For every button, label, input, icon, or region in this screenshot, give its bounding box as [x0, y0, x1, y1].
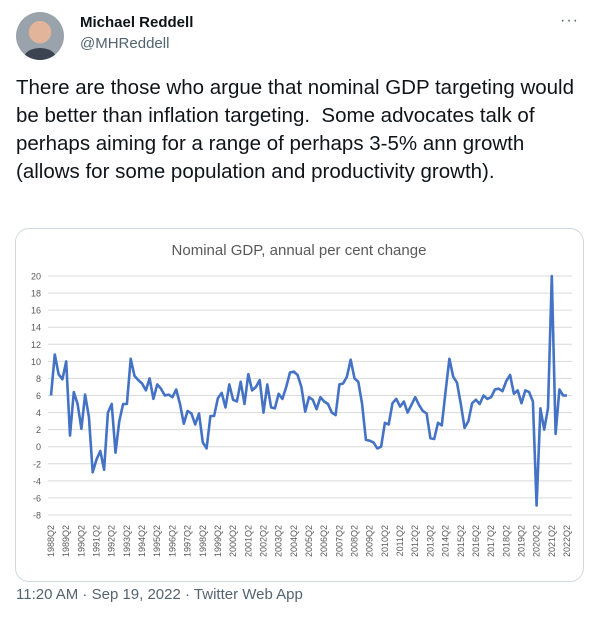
x-tick-label: 2008Q2 — [350, 525, 360, 557]
x-tick-label: 1991Q2 — [92, 525, 102, 557]
tweet-timestamp[interactable]: 11:20 AM · Sep 19, 2022 · Twitter Web Ap… — [16, 586, 303, 603]
x-tick-label: 2003Q2 — [274, 525, 284, 557]
y-tick-label: 0 — [36, 442, 41, 452]
x-tick-label: 1993Q2 — [122, 525, 132, 557]
x-tick-label: 1992Q2 — [107, 525, 117, 557]
chart-image[interactable]: Nominal GDP, annual per cent change -8 -6… — [15, 228, 584, 582]
x-tick-label: 1999Q2 — [213, 525, 223, 557]
line-chart: Nominal GDP, annual per cent change -8 -6… — [31, 242, 572, 557]
y-tick-label: 4 — [36, 408, 41, 418]
x-tick-label: 2007Q2 — [334, 525, 344, 557]
x-tick-label: 1989Q2 — [61, 525, 71, 557]
y-tick-label: 20 — [31, 272, 41, 282]
x-tick-label: 1996Q2 — [167, 525, 177, 557]
y-tick-label: 12 — [31, 340, 41, 350]
x-tick-label: 2016Q2 — [471, 525, 481, 557]
more-horizontal-icon[interactable]: ··· — [560, 12, 579, 29]
y-tick-label: 18 — [31, 289, 41, 299]
x-tick-label: 2018Q2 — [501, 525, 511, 557]
x-tick-label: 1998Q2 — [198, 525, 208, 557]
tweet-text: There are those who argue that nominal G… — [16, 76, 580, 183]
y-tick-label: 2 — [36, 425, 41, 435]
avatar[interactable] — [16, 12, 64, 60]
x-tick-label: 2005Q2 — [304, 525, 314, 557]
y-tick-label: 8 — [36, 374, 41, 384]
author-name[interactable]: Michael Reddell — [80, 14, 194, 31]
x-tick-label: 1988Q2 — [46, 525, 56, 557]
x-tick-label: 2014Q2 — [441, 525, 451, 557]
y-tick-label: 14 — [31, 323, 41, 333]
x-tick-label: 2010Q2 — [380, 525, 390, 557]
y-tick-label: -4 — [33, 476, 41, 486]
x-tick-label: 2011Q2 — [395, 525, 405, 556]
x-tick-label: 2000Q2 — [228, 525, 238, 557]
x-tick-label: 2019Q2 — [516, 525, 526, 557]
x-tick-label: 2004Q2 — [289, 525, 299, 557]
y-tick-label: -8 — [33, 511, 41, 521]
y-tick-label: 16 — [31, 306, 41, 316]
x-tick-label: 2001Q2 — [243, 525, 253, 557]
x-tick-label: 1995Q2 — [152, 525, 162, 557]
author-handle[interactable]: @MHReddell — [80, 35, 170, 52]
x-tick-label: 2006Q2 — [319, 525, 329, 557]
x-tick-label: 2020Q2 — [532, 525, 542, 557]
x-tick-label: 1997Q2 — [183, 525, 193, 557]
y-tick-label: -6 — [33, 493, 41, 503]
x-tick-label: 2017Q2 — [486, 525, 496, 557]
x-tick-label: 2022Q2 — [562, 525, 572, 557]
x-tick-label: 2021Q2 — [547, 525, 557, 557]
x-tick-label: 2002Q2 — [258, 525, 268, 557]
x-tick-label: 2012Q2 — [410, 525, 420, 557]
y-tick-label: -2 — [33, 459, 41, 469]
x-tick-label: 1990Q2 — [76, 525, 86, 557]
chart-title: Nominal GDP, annual per cent change — [172, 242, 427, 259]
x-tick-label: 1994Q2 — [137, 525, 147, 557]
x-tick-label: 2013Q2 — [425, 525, 435, 557]
y-tick-label: 10 — [31, 357, 41, 367]
x-tick-label: 2015Q2 — [456, 525, 466, 557]
x-tick-label: 2009Q2 — [365, 525, 375, 557]
y-tick-label: 6 — [36, 391, 41, 401]
